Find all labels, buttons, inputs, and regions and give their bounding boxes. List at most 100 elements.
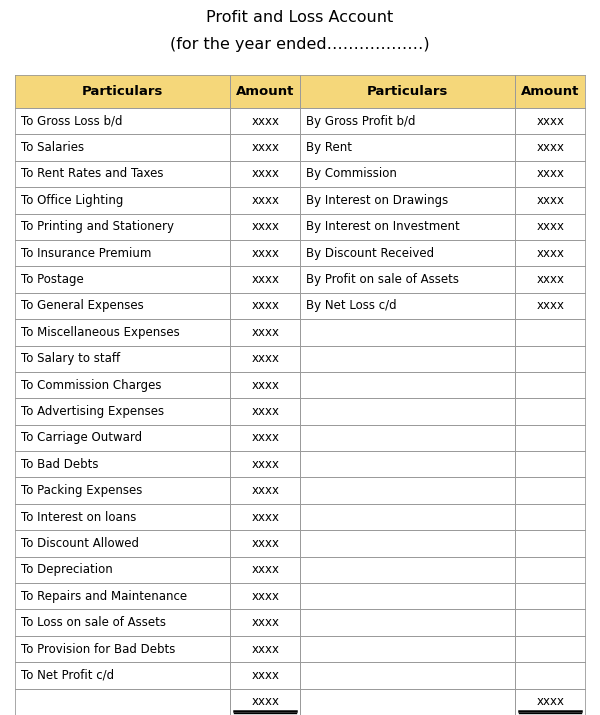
- Bar: [515, 108, 585, 134]
- Text: xxxx: xxxx: [251, 511, 279, 523]
- Text: Amount: Amount: [236, 85, 295, 98]
- Bar: [15, 292, 230, 319]
- Text: xxxx: xxxx: [536, 300, 564, 312]
- Bar: [300, 75, 515, 108]
- Bar: [515, 504, 585, 531]
- Bar: [15, 187, 230, 214]
- Text: By Interest on Drawings: By Interest on Drawings: [306, 194, 448, 207]
- Bar: [15, 75, 230, 108]
- Bar: [515, 398, 585, 425]
- Bar: [15, 504, 230, 531]
- Text: xxxx: xxxx: [251, 379, 279, 392]
- Bar: [300, 425, 515, 451]
- Text: To General Expenses: To General Expenses: [21, 300, 144, 312]
- Bar: [230, 319, 300, 345]
- Bar: [230, 240, 300, 267]
- Bar: [300, 398, 515, 425]
- Text: xxxx: xxxx: [251, 114, 279, 128]
- Bar: [300, 609, 515, 636]
- Bar: [15, 636, 230, 662]
- Bar: [15, 134, 230, 161]
- Text: xxxx: xxxx: [536, 695, 564, 709]
- Bar: [515, 531, 585, 557]
- Bar: [515, 636, 585, 662]
- Text: To Provision for Bad Debts: To Provision for Bad Debts: [21, 643, 175, 656]
- Text: xxxx: xxxx: [251, 300, 279, 312]
- Bar: [515, 345, 585, 372]
- Text: To Salaries: To Salaries: [21, 141, 84, 154]
- Text: xxxx: xxxx: [251, 273, 279, 286]
- Bar: [230, 504, 300, 531]
- Text: Particulars: Particulars: [82, 85, 163, 98]
- Bar: [230, 372, 300, 398]
- Text: xxxx: xxxx: [251, 643, 279, 656]
- Bar: [300, 478, 515, 504]
- Text: xxxx: xxxx: [251, 695, 279, 709]
- Bar: [300, 531, 515, 557]
- Bar: [15, 108, 230, 134]
- Bar: [15, 425, 230, 451]
- Text: xxxx: xxxx: [251, 326, 279, 339]
- Bar: [15, 689, 230, 715]
- Bar: [515, 557, 585, 583]
- Bar: [230, 75, 300, 108]
- Text: Amount: Amount: [521, 85, 580, 98]
- Bar: [230, 134, 300, 161]
- Bar: [515, 689, 585, 715]
- Text: Particulars: Particulars: [367, 85, 448, 98]
- Text: xxxx: xxxx: [251, 431, 279, 445]
- Bar: [230, 478, 300, 504]
- Text: xxxx: xxxx: [251, 616, 279, 629]
- Bar: [230, 689, 300, 715]
- Bar: [515, 134, 585, 161]
- Text: xxxx: xxxx: [251, 537, 279, 550]
- Text: To Carriage Outward: To Carriage Outward: [21, 431, 142, 445]
- Text: By Gross Profit b/d: By Gross Profit b/d: [306, 114, 415, 128]
- Bar: [300, 557, 515, 583]
- Bar: [300, 187, 515, 214]
- Bar: [15, 161, 230, 187]
- Bar: [300, 662, 515, 689]
- Text: To Printing and Stationery: To Printing and Stationery: [21, 220, 174, 233]
- Bar: [15, 398, 230, 425]
- Bar: [300, 689, 515, 715]
- Text: To Office Lighting: To Office Lighting: [21, 194, 124, 207]
- Bar: [300, 292, 515, 319]
- Bar: [300, 504, 515, 531]
- Text: xxxx: xxxx: [251, 590, 279, 603]
- Bar: [230, 292, 300, 319]
- Text: By Commission: By Commission: [306, 167, 397, 180]
- Text: xxxx: xxxx: [251, 405, 279, 418]
- Bar: [230, 531, 300, 557]
- Bar: [300, 267, 515, 292]
- Text: xxxx: xxxx: [536, 247, 564, 260]
- Bar: [515, 214, 585, 240]
- Bar: [515, 425, 585, 451]
- Bar: [515, 319, 585, 345]
- Bar: [15, 583, 230, 609]
- Bar: [515, 609, 585, 636]
- Bar: [230, 267, 300, 292]
- Text: To Net Profit c/d: To Net Profit c/d: [21, 669, 114, 682]
- Bar: [230, 609, 300, 636]
- Text: xxxx: xxxx: [536, 167, 564, 180]
- Text: To Depreciation: To Depreciation: [21, 563, 113, 576]
- Text: To Bad Debts: To Bad Debts: [21, 458, 98, 470]
- Bar: [515, 292, 585, 319]
- Bar: [230, 583, 300, 609]
- Bar: [515, 161, 585, 187]
- Text: xxxx: xxxx: [251, 669, 279, 682]
- Text: To Miscellaneous Expenses: To Miscellaneous Expenses: [21, 326, 180, 339]
- Bar: [15, 267, 230, 292]
- Text: xxxx: xxxx: [251, 194, 279, 207]
- Text: xxxx: xxxx: [251, 167, 279, 180]
- Bar: [300, 240, 515, 267]
- Bar: [515, 583, 585, 609]
- Text: To Postage: To Postage: [21, 273, 84, 286]
- Bar: [230, 662, 300, 689]
- Bar: [300, 319, 515, 345]
- Bar: [15, 557, 230, 583]
- Bar: [15, 478, 230, 504]
- Bar: [230, 425, 300, 451]
- Bar: [515, 75, 585, 108]
